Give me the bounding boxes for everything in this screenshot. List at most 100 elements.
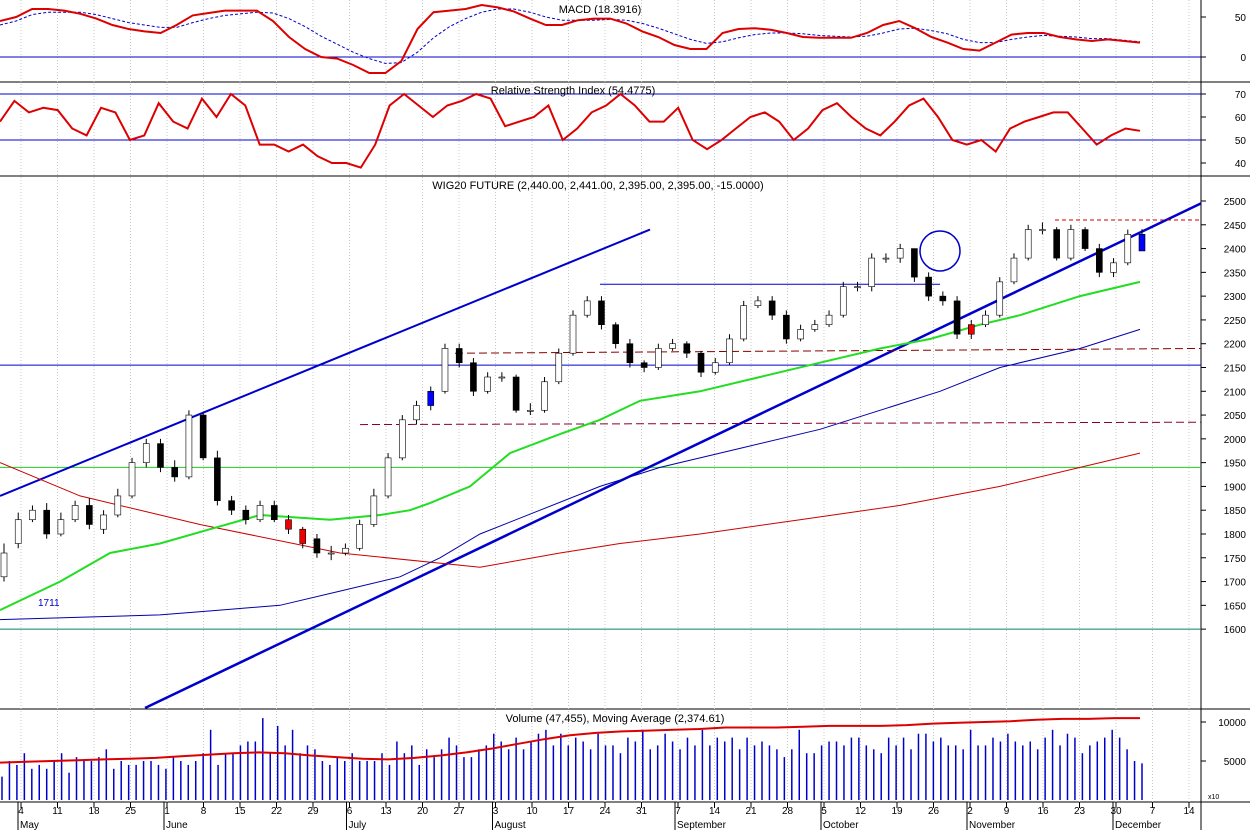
candle-body — [669, 343, 676, 349]
candle-body — [1010, 257, 1018, 283]
candle-body — [0, 552, 8, 578]
candle-body — [342, 547, 349, 554]
candle-body — [199, 414, 207, 459]
candle-body — [839, 286, 847, 316]
candle-body — [512, 376, 520, 411]
candle-body — [498, 376, 506, 379]
candle-body — [313, 538, 321, 554]
candle-body — [726, 338, 733, 364]
candle-body — [71, 505, 79, 521]
price-tick-label: 1700 — [1224, 578, 1247, 589]
candle-body — [1039, 229, 1046, 231]
moving-average-mid — [0, 328, 1141, 621]
price-tick-label: 2150 — [1224, 363, 1247, 374]
candle-body — [882, 257, 890, 260]
x-day-label: 17 — [563, 806, 575, 817]
candle-body — [57, 519, 65, 535]
x-day-label: 30 — [1110, 806, 1122, 817]
x-day-label: 1 — [164, 806, 170, 817]
price-tick-label: 2200 — [1224, 340, 1247, 351]
volume-tick-label: 10000 — [1218, 718, 1246, 729]
rsi-tick-label: 50 — [1235, 136, 1247, 147]
highlight-circle — [919, 230, 961, 272]
candle-body — [598, 300, 605, 325]
candle-body — [256, 505, 264, 521]
x-day-label: 15 — [234, 806, 246, 817]
rsi-title: Relative Strength Index (54.4775) — [491, 85, 656, 97]
price-tick-label: 2350 — [1224, 268, 1247, 279]
candle-body — [626, 343, 634, 364]
x-day-label: 31 — [636, 806, 648, 817]
candle-body — [43, 509, 50, 535]
x-day-label: 21 — [745, 806, 757, 817]
moving-average-slow — [0, 452, 1141, 568]
macd-panel: 50 0 — [0, 3, 1247, 74]
candle-body — [541, 381, 548, 411]
candle-body — [171, 467, 178, 478]
candle-body — [100, 514, 107, 530]
candle-body — [569, 314, 577, 354]
candle-body — [1138, 233, 1146, 252]
candle-body — [327, 552, 335, 555]
x-day-label: 8 — [201, 806, 207, 817]
candle-body — [441, 348, 449, 392]
resistance-dashed-2180 — [454, 347, 1202, 354]
price-tick-label: 2100 — [1224, 387, 1247, 398]
candle-body — [142, 443, 150, 463]
price-tick-label: 1650 — [1224, 601, 1247, 612]
x-day-label: 3 — [493, 806, 499, 817]
candle-body — [1124, 233, 1132, 264]
x-day-label: 18 — [88, 806, 100, 817]
x-day-label: 12 — [855, 806, 867, 817]
volume-moving-average — [0, 717, 1140, 764]
candle-body — [683, 343, 691, 354]
x-month-label: September — [677, 820, 727, 830]
x-day-label: 23 — [1074, 806, 1086, 817]
candle-body — [711, 362, 719, 373]
price-tick-label: 1750 — [1224, 554, 1247, 565]
volume-title: Volume (47,455), Moving Average (2,374.6… — [506, 713, 725, 725]
candle-body — [811, 324, 819, 330]
x-month-label: November — [969, 820, 1016, 830]
x-day-label: 29 — [307, 806, 319, 817]
candle-body — [925, 276, 932, 297]
candle-body — [854, 286, 861, 288]
x-day-label: 6 — [347, 806, 353, 817]
resistance-dashed-2030 — [359, 421, 1202, 426]
x-day-label: 22 — [271, 806, 283, 817]
candle-body — [697, 352, 705, 373]
candle-body — [398, 419, 406, 459]
candle-body — [285, 519, 292, 530]
x-month-label: December — [1115, 820, 1162, 830]
x-day-label: 25 — [125, 806, 137, 817]
candle-body — [185, 414, 193, 478]
price-tick-label: 2300 — [1224, 292, 1247, 303]
moving-average-fast — [0, 280, 1141, 612]
x-month-label: August — [495, 820, 526, 830]
x-day-label: 19 — [891, 806, 903, 817]
x-day-label: 27 — [453, 806, 465, 817]
candle-body — [967, 324, 975, 335]
price-tick-label: 1850 — [1224, 506, 1247, 517]
rsi-panel: 70 60 50 40 — [0, 90, 1246, 170]
rsi-tick-label: 40 — [1235, 159, 1247, 170]
candle-body — [299, 528, 307, 544]
x-day-label: 10 — [526, 806, 538, 817]
candle-body — [911, 248, 918, 278]
x-day-label: 11 — [52, 806, 63, 817]
price-tick-label: 1800 — [1224, 530, 1247, 541]
x-month-label: May — [20, 820, 39, 830]
candle-body — [228, 500, 235, 511]
candle-body — [214, 457, 221, 501]
x-day-label: 4 — [18, 806, 24, 817]
candle-body — [413, 405, 420, 421]
candle-body — [996, 281, 1004, 316]
volume-scale-label: x10 — [1208, 794, 1219, 801]
price-tick-label: 1900 — [1224, 482, 1247, 493]
candle-body — [86, 505, 93, 525]
macd-tick-label: 50 — [1235, 13, 1247, 24]
candle-body — [825, 314, 833, 325]
candle-body — [427, 390, 435, 406]
candle-body — [640, 362, 648, 368]
